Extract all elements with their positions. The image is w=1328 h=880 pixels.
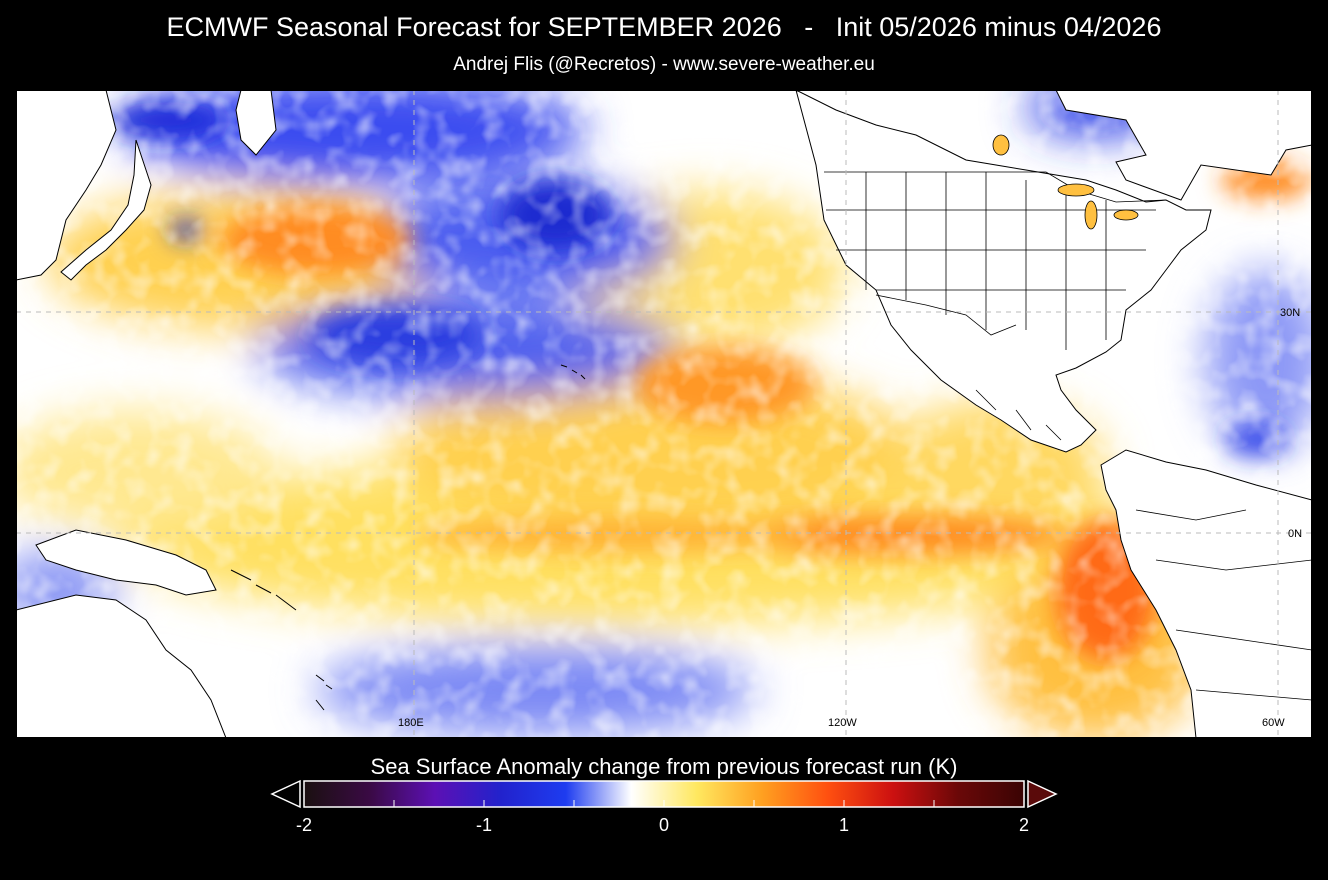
new-guinea-land xyxy=(35,529,217,596)
anomaly-texture xyxy=(16,90,1312,738)
colorbar-title: Sea Surface Anomaly change from previous… xyxy=(370,754,958,779)
lake-winnipeg xyxy=(992,134,1010,156)
lake-michigan xyxy=(1084,200,1098,230)
colorbar-tick-label: -2 xyxy=(295,815,312,835)
colorbar-tick-label: 2 xyxy=(1018,815,1029,835)
map-title: ECMWF Seasonal Forecast for SEPTEMBER 20… xyxy=(166,12,1162,42)
japan-land xyxy=(60,139,152,281)
colorbar-over-arrow xyxy=(1027,779,1058,809)
lat-label-0n: 0N xyxy=(1288,528,1302,540)
south-america-borders xyxy=(1135,509,1312,701)
sst-anomaly-map: 30N 0N 180E 120W 60W xyxy=(16,90,1312,738)
asia-land xyxy=(16,90,117,281)
lat-label-30n: 30N xyxy=(1280,307,1300,319)
central-america-lines xyxy=(975,389,1062,441)
map-subtitle: Andrej Flis (@Recretos) - www.severe-wea… xyxy=(453,54,875,75)
lake-huron xyxy=(1113,209,1139,221)
state-lines xyxy=(826,172,1156,350)
lon-label-60w: 60W xyxy=(1262,717,1285,729)
kamchatka-land xyxy=(235,90,277,156)
us-mexico-border xyxy=(875,294,1017,336)
south-america-land xyxy=(1100,449,1312,738)
colorbar-tick-label: 1 xyxy=(838,815,849,835)
grid-labels: 30N 0N 180E 120W 60W xyxy=(398,307,1302,729)
pacific-islands xyxy=(230,364,586,711)
lat-lon-grid xyxy=(16,90,1312,738)
land-masses xyxy=(16,90,1312,738)
colorbar-tick-marks xyxy=(303,800,1025,807)
lon-label-120w: 120W xyxy=(828,717,857,729)
north-america-land xyxy=(795,90,1312,453)
australia-land xyxy=(16,594,227,738)
colorbar-under-arrow xyxy=(270,779,301,809)
fiji-islands xyxy=(315,674,333,711)
map-frame xyxy=(16,90,1312,738)
lon-label-180e: 180E xyxy=(398,717,424,729)
hawaii-islands xyxy=(560,364,586,380)
lake-superior xyxy=(1057,183,1095,197)
solomon-islands xyxy=(230,569,297,611)
colorbar xyxy=(270,779,1058,809)
great-lakes xyxy=(992,134,1139,230)
colorbar-tick-label: -1 xyxy=(475,815,492,835)
colorbar-tick-label: 0 xyxy=(658,815,669,835)
anomaly-field xyxy=(16,90,1312,738)
